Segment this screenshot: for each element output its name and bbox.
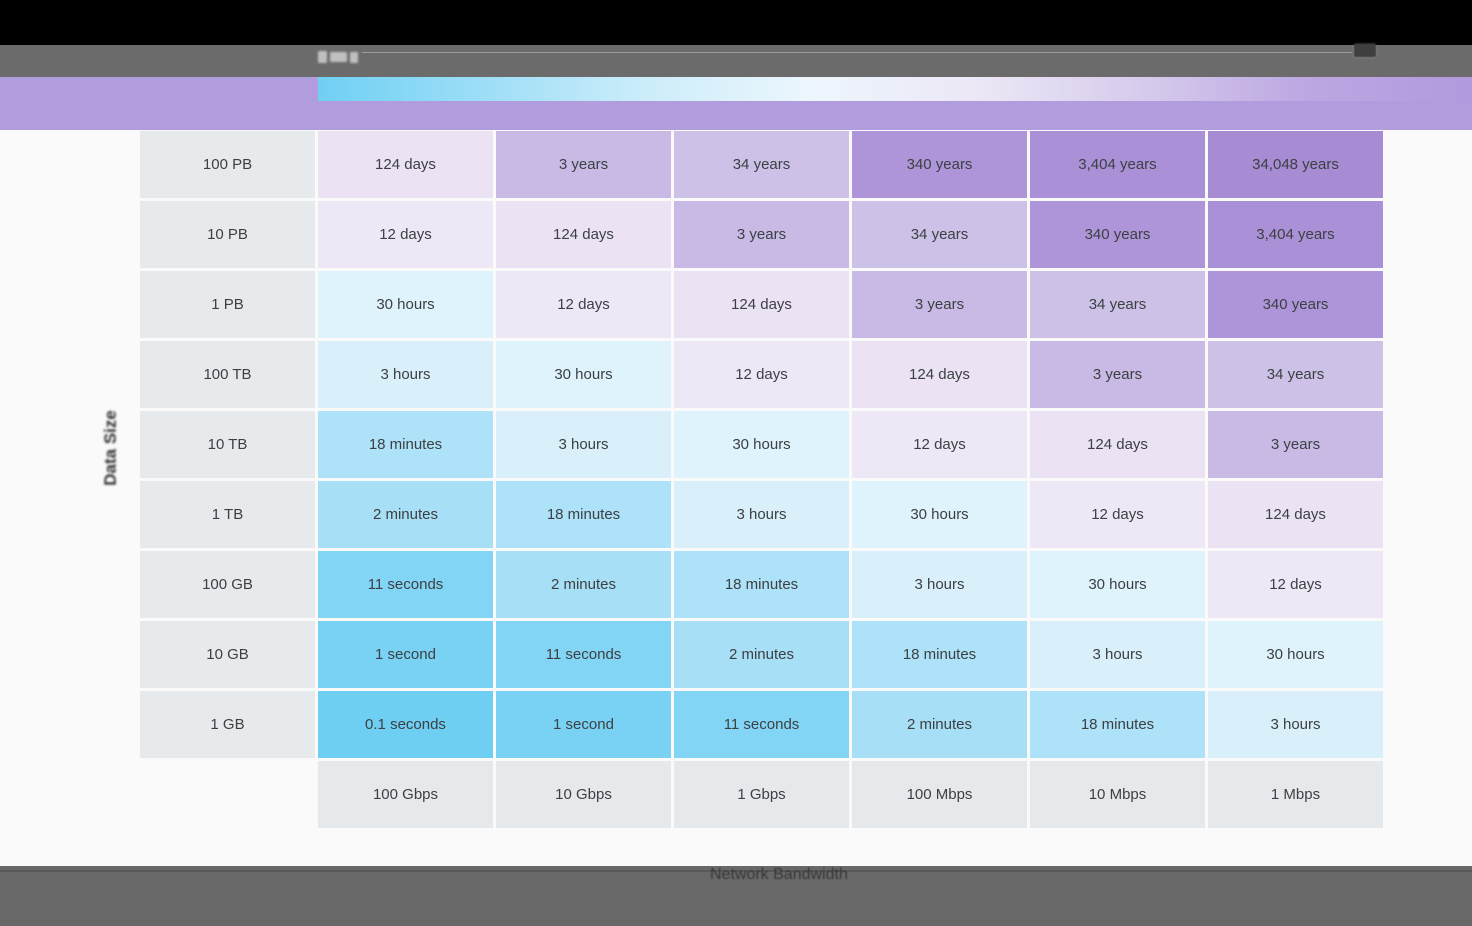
speed-header-cell: 10 Gbps (496, 761, 671, 828)
row-header-cell: 10 TB (140, 411, 315, 478)
heatmap-cell: 30 hours (318, 271, 493, 338)
heatmap-cell: 3 hours (852, 551, 1027, 618)
heatmap-cell: 12 days (674, 341, 849, 408)
speed-header-cell: 100 Mbps (852, 761, 1027, 828)
heatmap-cell: 12 days (318, 201, 493, 268)
heatmap-cell: 124 days (674, 271, 849, 338)
y-axis-label: Data Size (101, 410, 120, 486)
heatmap-cell: 3 years (1030, 341, 1205, 408)
heatmap-cell: 3 hours (496, 411, 671, 478)
heatmap-cell: 124 days (852, 341, 1027, 408)
row-header-cell: 1 GB (140, 691, 315, 758)
heatmap-cell: 1 second (496, 691, 671, 758)
heatmap-cell: 34 years (1208, 341, 1383, 408)
row-header-cell: 10 PB (140, 201, 315, 268)
toolbar-caption-noise (318, 49, 358, 65)
heatmap-cell: 12 days (852, 411, 1027, 478)
transfer-grid: 100 PB 124 days 3 years 34 years 340 years 3,… (140, 131, 1383, 828)
heatmap-cell: 18 minutes (674, 551, 849, 618)
row-header-cell: 1 TB (140, 481, 315, 548)
heatmap-cell: 2 minutes (674, 621, 849, 688)
heatmap-cell: 124 days (1208, 481, 1383, 548)
heatmap-cell: 3,404 years (1030, 131, 1205, 198)
speed-header-cell: 100 Gbps (318, 761, 493, 828)
heatmap-cell: 11 seconds (318, 551, 493, 618)
heatmap-cell: 12 days (496, 271, 671, 338)
heatmap-cell: 2 minutes (496, 551, 671, 618)
heatmap-cell: 30 hours (674, 411, 849, 478)
heatmap-cell: 3 years (496, 131, 671, 198)
row-header-cell: 1 PB (140, 271, 315, 338)
heatmap-cell: 34 years (1030, 271, 1205, 338)
heatmap-cell: 34 years (852, 201, 1027, 268)
row-header-cell: 100 TB (140, 341, 315, 408)
player-bottom-bar: Network Bandwidth (0, 866, 1472, 926)
progress-track[interactable] (362, 52, 1352, 53)
speed-header-cell: 1 Gbps (674, 761, 849, 828)
heatmap-cell: 3 years (674, 201, 849, 268)
heatmap-cell: 2 minutes (318, 481, 493, 548)
heatmap-cell: 11 seconds (496, 621, 671, 688)
heatmap-cell: 340 years (1208, 271, 1383, 338)
heatmap-cell: 124 days (496, 201, 671, 268)
heatmap-cell: 3,404 years (1208, 201, 1383, 268)
noise-block (350, 51, 358, 63)
y-axis-label-wrap: Data Size (85, 403, 137, 493)
heatmap-cell: 3 hours (1208, 691, 1383, 758)
heatmap-cell: 12 days (1208, 551, 1383, 618)
noise-block (330, 52, 347, 62)
speed-header-cell: 10 Mbps (1030, 761, 1205, 828)
heatmap-cell: 3 hours (1030, 621, 1205, 688)
heatmap-cell: 18 minutes (496, 481, 671, 548)
heatmap-cell: 3 hours (318, 341, 493, 408)
heatmap-cell: 0.1 seconds (318, 691, 493, 758)
heatmap-cell: 340 years (852, 131, 1027, 198)
heatmap-cell: 340 years (1030, 201, 1205, 268)
heatmap-cell: 34 years (674, 131, 849, 198)
heatmap-cell: 34,048 years (1208, 131, 1383, 198)
heatmap-cell: 3 years (852, 271, 1027, 338)
heatmap-cell: 11 seconds (674, 691, 849, 758)
progress-handle-icon[interactable] (1354, 44, 1376, 57)
noise-block (318, 51, 327, 63)
slide-header-band (0, 77, 1472, 130)
heatmap-cell: 3 hours (674, 481, 849, 548)
heatmap-cell: 18 minutes (318, 411, 493, 478)
heatmap-cell: 3 years (1208, 411, 1383, 478)
heatmap-cell: 30 hours (496, 341, 671, 408)
speed-header-cell: 1 Mbps (1208, 761, 1383, 828)
heatmap-cell: 124 days (318, 131, 493, 198)
heatmap-cell: 12 days (1030, 481, 1205, 548)
heatmap-cell: 18 minutes (1030, 691, 1205, 758)
heatmap-cell: 2 minutes (852, 691, 1027, 758)
heatmap-cell: 18 minutes (852, 621, 1027, 688)
bottom-bar-line (0, 870, 1472, 872)
color-scale-legend (318, 77, 1472, 101)
row-header-cell: 10 GB (140, 621, 315, 688)
row-header-cell: 100 PB (140, 131, 315, 198)
letterbox-top-bar (0, 0, 1472, 45)
x-axis-label: Network Bandwidth (710, 866, 848, 883)
player-toolbar (0, 44, 1472, 77)
row-header-cell: 100 GB (140, 551, 315, 618)
heatmap-cell: 124 days (1030, 411, 1205, 478)
footer-corner-cell (140, 761, 315, 828)
heatmap-cell: 30 hours (1208, 621, 1383, 688)
heatmap-cell: 1 second (318, 621, 493, 688)
heatmap-cell: 30 hours (1030, 551, 1205, 618)
heatmap-cell: 30 hours (852, 481, 1027, 548)
